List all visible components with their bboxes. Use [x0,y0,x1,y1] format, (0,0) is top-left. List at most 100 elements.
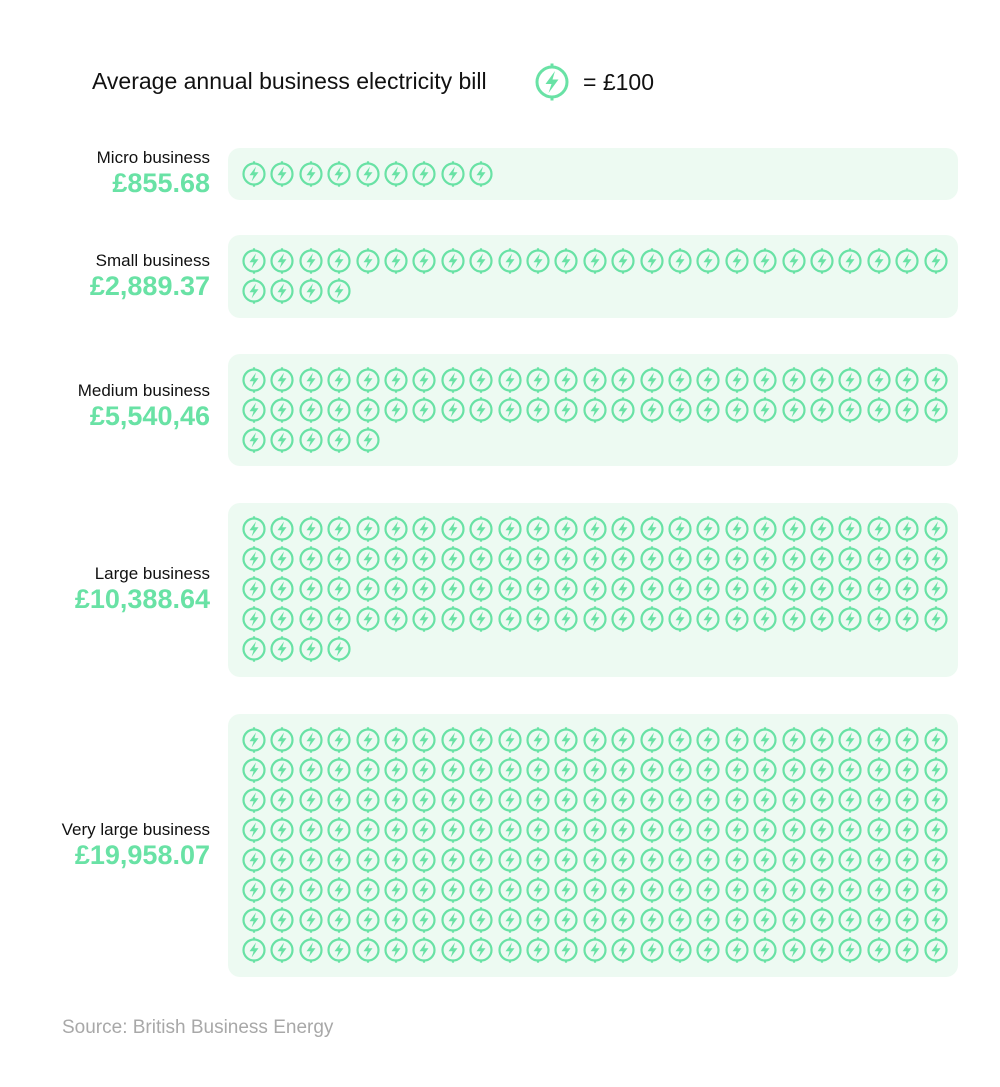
lightning-bolt-icon [895,576,919,602]
lightning-bolt-icon [668,877,692,903]
lightning-bolt-icon [639,907,664,933]
legend: = £100 [533,62,654,102]
lightning-bolt-icon [639,516,664,542]
lightning-bolt-icon [583,727,607,753]
lightning-bolt-icon [384,367,408,393]
lightning-bolt-icon [441,161,465,187]
lightning-bolt-icon [895,248,919,274]
lightning-bolt-icon [668,847,692,873]
lightning-bolt-icon [497,727,522,753]
lightning-bolt-icon [384,877,408,903]
category-value: £19,958.07 [74,840,210,870]
lightning-bolt-icon [923,367,948,393]
lightning-bolt-icon [242,516,266,542]
lightning-bolt-icon [497,757,522,783]
lightning-bolt-icon [526,847,550,873]
lightning-bolt-icon [838,877,862,903]
lightning-bolt-icon [327,636,351,662]
lightning-bolt-icon [270,757,294,783]
lightning-bolt-icon [923,937,948,963]
lightning-bolt-icon [639,847,664,873]
lightning-bolt-icon [895,787,919,813]
lightning-bolt-icon [299,278,323,304]
lightning-bolt-icon [810,907,834,933]
lightning-bolt-icon [412,757,436,783]
lightning-bolt-icon [299,787,323,813]
lightning-bolt-icon [327,546,351,572]
lightning-bolt-icon [639,817,664,843]
lightning-bolt-icon [497,907,522,933]
lightning-bolt-icon [781,397,806,423]
lightning-bolt-icon [327,817,351,843]
lightning-bolt-icon [327,937,351,963]
lightning-bolt-icon [895,397,919,423]
lightning-bolt-icon [554,367,578,393]
pictogram-panel-very-large [228,714,958,977]
lightning-bolt-icon [441,937,465,963]
lightning-bolt-icon [469,606,493,632]
lightning-bolt-icon [384,546,408,572]
lightning-bolt-icon [441,516,465,542]
lightning-bolt-icon [810,606,834,632]
lightning-bolt-icon [611,937,635,963]
lightning-bolt-icon [469,907,493,933]
lightning-bolt-icon [753,516,777,542]
lightning-bolt-icon [355,516,380,542]
lightning-bolt-icon [526,248,550,274]
lightning-bolt-icon [412,907,436,933]
lightning-bolt-icon [810,757,834,783]
lightning-bolt-icon [725,787,749,813]
lightning-bolt-icon [327,161,351,187]
lightning-bolt-icon [696,907,720,933]
lightning-bolt-icon [696,727,720,753]
lightning-bolt-icon [270,847,294,873]
lightning-bolt-icon [867,817,891,843]
pictogram-panel-small [228,235,958,318]
lightning-bolt-icon [867,877,891,903]
lightning-bolt-icon [639,397,664,423]
lightning-bolt-icon [668,516,692,542]
lightning-bolt-icon [441,877,465,903]
lightning-bolt-icon [469,937,493,963]
lightning-bolt-icon [838,248,862,274]
lightning-bolt-icon [270,636,294,662]
lightning-bolt-icon [270,576,294,602]
lightning-bolt-icon [753,787,777,813]
lightning-bolt-icon [384,397,408,423]
lightning-bolt-icon [810,727,834,753]
lightning-bolt-icon [327,907,351,933]
lightning-bolt-icon [810,847,834,873]
category-label-very-large: Very large business £19,958.07 [62,820,210,870]
lightning-bolt-icon [242,757,266,783]
lightning-bolt-icon [838,367,862,393]
lightning-bolt-icon [412,546,436,572]
lightning-bolt-icon [299,877,323,903]
lightning-bolt-icon [535,63,569,101]
lightning-bolt-icon [497,367,522,393]
lightning-bolt-icon [412,367,436,393]
lightning-bolt-icon [355,546,380,572]
lightning-bolt-icon [469,757,493,783]
lightning-bolt-icon [469,817,493,843]
lightning-bolt-icon [497,877,522,903]
lightning-bolt-icon [781,877,806,903]
lightning-bolt-icon [242,636,266,662]
lightning-bolt-icon [668,757,692,783]
lightning-bolt-icon [327,576,351,602]
lightning-bolt-icon [270,516,294,542]
lightning-bolt-icon [469,847,493,873]
lightning-bolt-icon [497,397,522,423]
lightning-bolt-icon [725,907,749,933]
lightning-bolt-icon [753,757,777,783]
lightning-bolt-icon [554,847,578,873]
lightning-bolt-icon [497,546,522,572]
lightning-bolt-icon [242,847,266,873]
lightning-bolt-icon [441,367,465,393]
lightning-bolt-icon [526,546,550,572]
lightning-bolt-icon [384,817,408,843]
lightning-bolt-icon [867,248,891,274]
lightning-bolt-icon [327,397,351,423]
lightning-bolt-icon [838,757,862,783]
lightning-bolt-icon [668,606,692,632]
lightning-bolt-icon [412,787,436,813]
